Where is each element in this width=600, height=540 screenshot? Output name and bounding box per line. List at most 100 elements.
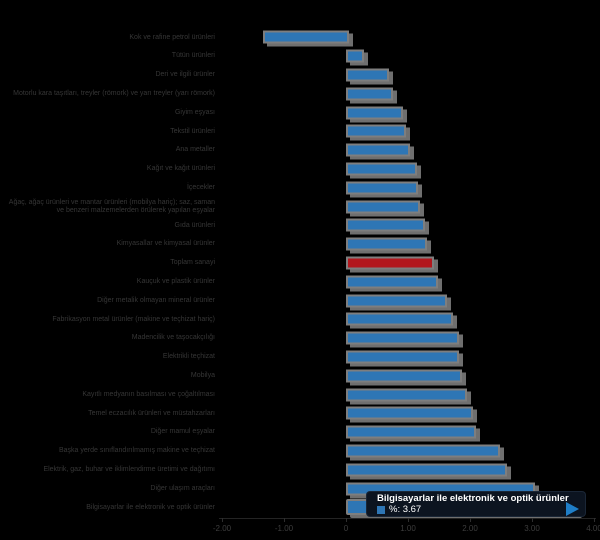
plot-cell (218, 66, 600, 85)
category-label: Fabrikasyon metal ürünler (makine ve teç… (52, 315, 215, 323)
category-label: Kauçuk ve plastik ürünler (136, 277, 215, 285)
bar-highlighted[interactable] (346, 256, 434, 270)
category-label: Tekstil ürünleri (170, 127, 215, 135)
category-label: Motorlu kara taşıtları, treyler (römork)… (13, 89, 215, 97)
plot-cell (218, 423, 600, 442)
chart-row: Tütün ürünleri (0, 47, 600, 66)
chart-row: Kok ve rafine petrol ürünleri (0, 28, 600, 47)
category-label: Ana metaller (175, 146, 215, 154)
tick-mark (222, 518, 223, 522)
plot-cell (218, 28, 600, 47)
bar[interactable] (346, 106, 403, 120)
tick-mark (284, 518, 285, 522)
tick-mark (470, 518, 471, 522)
category-label: Gıda ürünleri (174, 221, 215, 229)
tick-label: 3.00 (524, 524, 540, 533)
bar[interactable] (346, 162, 417, 176)
bar[interactable] (346, 294, 447, 308)
bar[interactable] (346, 275, 439, 289)
category-label: Elektrik, gaz, buhar ve iklimlendirme ür… (43, 465, 215, 473)
plot-cell (218, 442, 600, 461)
chart-row: Deri ve ilgili ürünler (0, 66, 600, 85)
category-label: Ağaç, ağaç ürünleri ve mantar ürünleri (… (8, 198, 215, 214)
chart-row: Kimyasallar ve kimyasal ürünler (0, 235, 600, 254)
bar[interactable] (346, 425, 476, 439)
plot-cell (218, 197, 600, 216)
tick-mark (532, 518, 533, 522)
tick-label: 1.00 (400, 524, 416, 533)
bar[interactable] (346, 350, 460, 364)
bar[interactable] (346, 331, 460, 345)
plot-cell (218, 310, 600, 329)
category-label: Madencilik ve taşocakçılığı (131, 334, 215, 342)
plot-cell (218, 141, 600, 160)
chart-row: Toplam sanayi (0, 254, 600, 273)
bar[interactable] (346, 87, 393, 101)
category-label: Toplam sanayi (170, 259, 215, 267)
bar[interactable] (346, 312, 453, 326)
plot-cell (218, 460, 600, 479)
bar-tip-arrow-icon (566, 502, 579, 516)
bar[interactable] (346, 237, 427, 251)
plot-cell (218, 385, 600, 404)
plot-cell (218, 178, 600, 197)
tick-mark (594, 518, 595, 522)
category-label: Diğer metalik olmayan mineral ürünler (97, 296, 215, 304)
bar[interactable] (346, 68, 390, 82)
plot-cell (218, 103, 600, 122)
bar[interactable] (346, 444, 501, 458)
tick-label: -2.00 (212, 524, 232, 533)
tooltip-title: Bilgisayarlar ile elektronik ve optik ür… (377, 493, 569, 504)
plot-cell (218, 47, 600, 66)
category-label: Kayıtlı medyanın basılması ve çoğaltılma… (82, 390, 215, 398)
bar[interactable] (346, 124, 406, 138)
bar[interactable] (263, 30, 349, 44)
category-label: Mobilya (190, 371, 215, 379)
tooltip-value-row: %: 3.67 (377, 504, 577, 515)
bar[interactable] (346, 406, 473, 420)
category-label: Bilgisayarlar ile elektronik ve optik ür… (86, 503, 215, 511)
chart-row: Kağıt ve kağıt ürünleri (0, 160, 600, 179)
chart-row: Motorlu kara taşıtları, treyler (römork)… (0, 84, 600, 103)
chart-row: Mobilya (0, 366, 600, 385)
chart-row: Gıda ürünleri (0, 216, 600, 235)
bar-rows: Kok ve rafine petrol ürünleri Tütün ürünl… (0, 28, 600, 517)
bar[interactable] (346, 181, 419, 195)
plot-cell (218, 272, 600, 291)
category-label: Elektrikli teçhizat (162, 353, 215, 361)
category-label: Diğer ulaşım araçları (150, 484, 215, 492)
chart-row: Diğer metalik olmayan mineral ürünler (0, 291, 600, 310)
tick-mark (408, 518, 409, 522)
bar[interactable] (346, 49, 365, 63)
tooltip: Bilgisayarlar ile elektronik ve optik ür… (367, 492, 585, 516)
bar[interactable] (346, 143, 411, 157)
bar[interactable] (346, 463, 507, 477)
bar[interactable] (346, 218, 426, 232)
chart-row: Ağaç, ağaç ürünleri ve mantar ürünleri (… (0, 197, 600, 216)
plot-cell (218, 122, 600, 141)
chart-row: Başka yerde sınıflandırılmamış makine ve… (0, 442, 600, 461)
bar[interactable] (346, 200, 421, 214)
category-label: Deri ve ilgili ürünler (155, 71, 215, 79)
plot-cell (218, 84, 600, 103)
bar[interactable] (346, 369, 463, 383)
category-label: Kimyasallar ve kimyasal ürünler (116, 240, 215, 248)
tick-label: 2.00 (462, 524, 478, 533)
category-label: Kağıt ve kağıt ürünleri (146, 165, 215, 173)
plot-cell (218, 160, 600, 179)
category-label: Tütün ürünleri (171, 52, 215, 60)
plot-cell (218, 216, 600, 235)
chart-row: Kauçuk ve plastik ürünler (0, 272, 600, 291)
bar[interactable] (346, 388, 468, 402)
tick-label: 4.00 (586, 524, 600, 533)
plot-cell (218, 366, 600, 385)
category-label: Giyim eşyası (174, 108, 215, 116)
chart-row: Elektrikli teçhizat (0, 348, 600, 367)
chart-row: Ana metaller (0, 141, 600, 160)
category-label: Diğer mamul eşyalar (150, 428, 215, 436)
category-label: İçecekler (186, 183, 215, 191)
plot-cell (218, 235, 600, 254)
x-axis-line (219, 518, 596, 519)
plot-cell (218, 404, 600, 423)
